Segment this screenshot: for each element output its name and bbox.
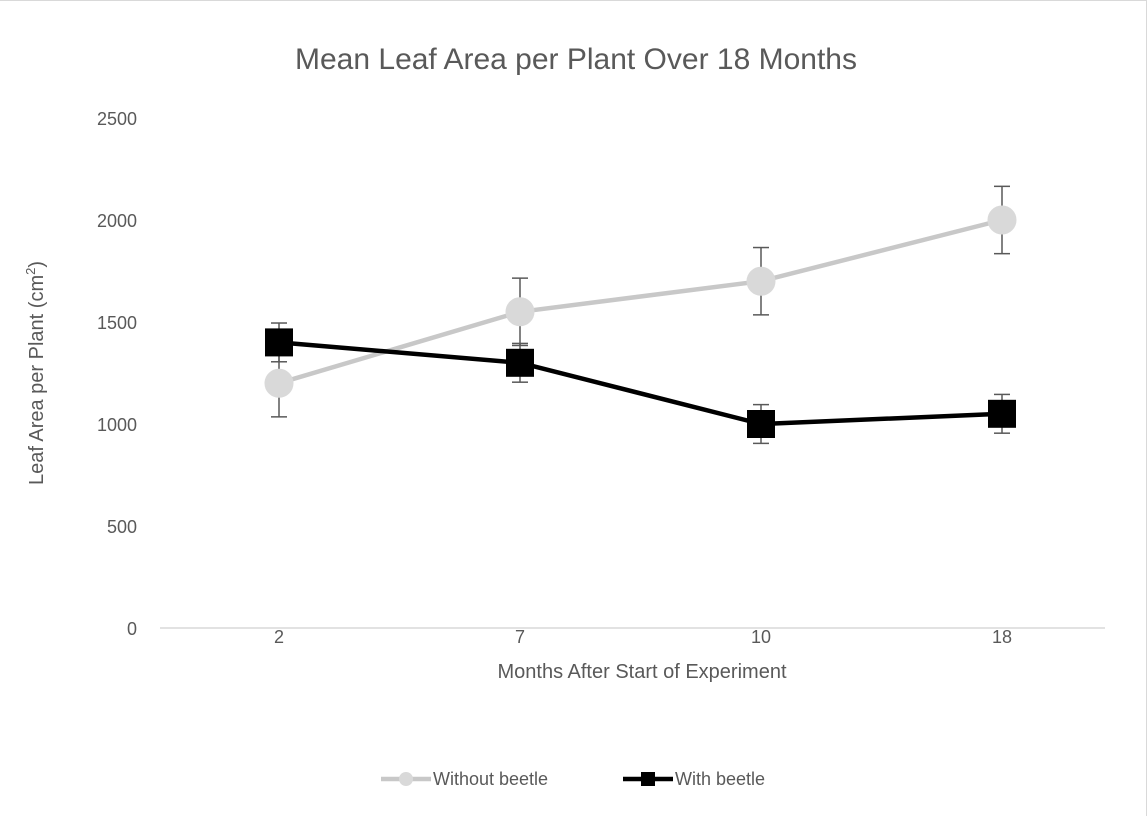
- data-point-marker: [265, 328, 293, 357]
- x-tick-label: 10: [751, 627, 771, 647]
- x-tick-labels: 2 7 10 18: [274, 627, 1012, 647]
- data-point-marker: [747, 410, 775, 438]
- y-tick-label: 500: [107, 517, 137, 537]
- chart-title: Mean Leaf Area per Plant Over 18 Months: [295, 43, 857, 76]
- y-axis-label-superscript: 2: [23, 268, 38, 275]
- legend-marker: [641, 772, 655, 786]
- y-tick-label: 2000: [97, 211, 137, 231]
- y-tick-label: 1500: [97, 313, 137, 333]
- series-with-beetle: [265, 322, 1016, 445]
- y-axis-label-close: ): [26, 261, 48, 268]
- x-tick-label: 2: [274, 627, 284, 647]
- legend: Without beetle With beetle: [381, 769, 765, 789]
- data-point-marker: [505, 297, 535, 327]
- y-tick-labels: 0 500 1000 1500 2000 2500: [97, 109, 137, 639]
- y-tick-label: 0: [127, 619, 137, 639]
- data-point-marker: [988, 399, 1016, 428]
- x-axis-label: Months After Start of Experiment: [497, 661, 786, 683]
- legend-item: With beetle: [623, 769, 765, 789]
- legend-item: Without beetle: [381, 769, 548, 789]
- legend-label: With beetle: [675, 769, 765, 789]
- y-axis-label-main: Leaf Area per Plant (cm: [26, 275, 48, 485]
- data-point-marker: [746, 266, 776, 296]
- data-point-marker: [264, 368, 294, 398]
- legend-label: Without beetle: [433, 769, 548, 789]
- series-line: [278, 217, 1003, 386]
- data-point-marker: [506, 348, 534, 377]
- series-line: [278, 340, 1003, 427]
- data-point-marker: [987, 205, 1017, 235]
- x-tick-label: 18: [992, 627, 1012, 647]
- y-tick-label: 1000: [97, 415, 137, 435]
- legend-marker: [399, 772, 413, 786]
- series-without-beetle: [264, 185, 1017, 418]
- series-layer: [264, 185, 1017, 445]
- x-tick-label: 7: [515, 627, 525, 647]
- y-axis-label: Leaf Area per Plant (cm2): [23, 261, 48, 485]
- y-tick-label: 2500: [97, 109, 137, 129]
